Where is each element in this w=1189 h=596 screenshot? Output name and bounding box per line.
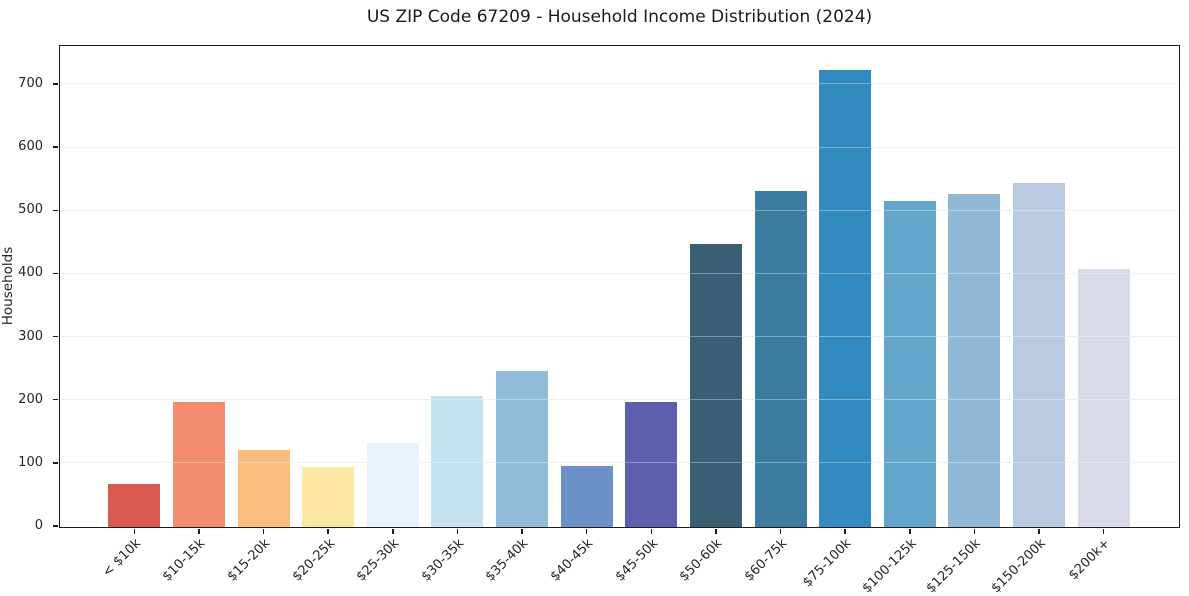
x-axis-tick-labels: < $10k $10-15k $15-20k $20-25k $25-30k $30-35… xyxy=(59,528,1180,596)
x-tick-label-8: $40-45k xyxy=(547,536,597,585)
x-tick-label-14: $125-150k xyxy=(923,536,985,596)
x-tick-mark xyxy=(1102,529,1105,534)
gridline-overlay-y-600 xyxy=(60,146,1179,148)
x-tick-label-12: $75-100k xyxy=(800,536,855,591)
gridline-y-100 xyxy=(60,462,1179,464)
bar-6 xyxy=(431,396,484,527)
bar-1 xyxy=(108,484,161,527)
y-tick-label-700: 700 xyxy=(18,75,43,91)
gridline-overlay-y-400 xyxy=(60,272,1179,274)
y-tick-mark xyxy=(53,398,58,401)
x-tick-label-5: $25-30k xyxy=(353,536,403,585)
y-tick-mark xyxy=(53,209,58,211)
x-tick-mark xyxy=(521,529,523,534)
bar-15 xyxy=(1013,183,1066,527)
x-tick-label-6: $30-35k xyxy=(418,536,468,585)
bar-7 xyxy=(496,371,549,527)
bar-12 xyxy=(819,69,872,527)
x-tick-mark xyxy=(779,529,782,534)
x-tick-mark xyxy=(198,529,200,534)
gridline-y-500 xyxy=(60,209,1179,211)
y-tick-label-300: 300 xyxy=(18,328,43,344)
bar-4 xyxy=(302,467,355,527)
plot-area xyxy=(53,45,1180,534)
x-tick-label-9: $45-50k xyxy=(612,536,661,585)
bar-8 xyxy=(560,465,613,527)
bar-11 xyxy=(754,191,807,527)
x-tick-mark xyxy=(1038,529,1040,534)
x-tick-label-7: $35-40k xyxy=(483,536,532,585)
y-tick-label-100: 100 xyxy=(18,454,43,470)
y-tick-label-600: 600 xyxy=(18,139,43,155)
bar-10 xyxy=(689,244,742,527)
x-tick-mark xyxy=(327,529,329,534)
x-tick-mark xyxy=(392,529,394,534)
x-tick-label-16: $200k+ xyxy=(1066,536,1114,584)
gridline-y-600 xyxy=(60,146,1179,148)
chart-title: US ZIP Code 67209 - Household Income Dis… xyxy=(366,7,873,27)
x-tick-label-1: < $10k xyxy=(99,536,144,581)
x-tick-label-13: $100-125k xyxy=(859,536,920,596)
x-tick-label-2: $10-15k xyxy=(160,536,209,585)
gridline-y-200 xyxy=(60,399,1179,401)
y-tick-label-0: 0 xyxy=(34,518,43,533)
gridline-overlay-y-200 xyxy=(60,399,1179,401)
y-tick-mark xyxy=(53,146,58,148)
bar-16 xyxy=(1077,269,1130,527)
bar-5 xyxy=(366,443,419,527)
gridline-overlay-y-700 xyxy=(60,83,1179,85)
gridline-overlay-y-100 xyxy=(60,462,1179,464)
plot-inner xyxy=(53,46,1179,534)
y-axis-tick-labels: 0 100 200 300 400 500 600 700 xyxy=(0,45,51,532)
gridline-overlay-y-500 xyxy=(60,209,1179,211)
y-tick-label-500: 500 xyxy=(18,202,43,218)
bar-9 xyxy=(625,401,678,527)
x-tick-label-4: $20-25k xyxy=(289,536,338,585)
x-tick-label-15: $150-200k xyxy=(988,536,1049,596)
x-tick-mark xyxy=(585,529,588,534)
bar-2 xyxy=(172,401,225,527)
y-tick-label-400: 400 xyxy=(18,265,43,281)
y-tick-mark xyxy=(53,335,58,338)
y-tick-mark xyxy=(53,462,58,464)
x-tick-label-10: $50-60k xyxy=(677,536,726,585)
gridline-y-300 xyxy=(60,336,1179,338)
bar-3 xyxy=(237,449,290,527)
bar-13 xyxy=(883,201,936,527)
y-tick-mark xyxy=(53,525,58,527)
bar-14 xyxy=(948,193,1001,527)
x-tick-mark xyxy=(715,529,717,534)
x-tick-label-3: $15-20k xyxy=(224,536,274,585)
x-tick-mark xyxy=(262,529,265,534)
y-tick-mark xyxy=(53,83,58,85)
gridline-y-700 xyxy=(60,83,1179,85)
y-tick-mark xyxy=(53,272,58,275)
x-tick-mark xyxy=(909,529,911,534)
y-tick-label-200: 200 xyxy=(18,391,43,407)
x-tick-mark xyxy=(133,529,135,534)
x-tick-mark xyxy=(844,529,846,534)
gridline-y-400 xyxy=(60,272,1179,274)
gridline-overlay-y-300 xyxy=(60,336,1179,338)
x-tick-mark xyxy=(973,529,976,534)
x-tick-mark xyxy=(456,529,459,534)
x-tick-mark xyxy=(650,529,652,534)
x-tick-label-11: $60-75k xyxy=(741,536,791,585)
